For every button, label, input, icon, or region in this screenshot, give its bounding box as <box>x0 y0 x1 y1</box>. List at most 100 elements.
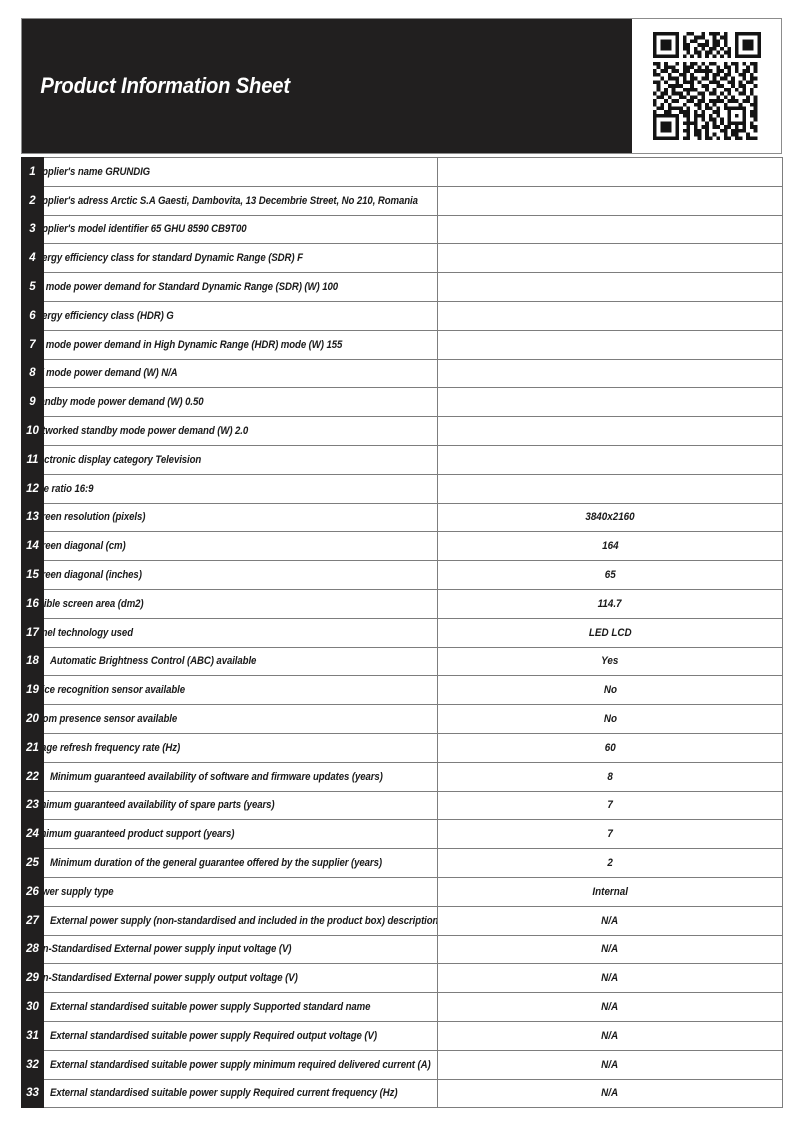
row-label-text: Supplier's name GRUNDIG <box>43 165 151 178</box>
row-value-cell: 2 <box>437 848 783 878</box>
row-label-text: Screen resolution (pixels) <box>45 511 146 524</box>
table-row: 32 External standardised suitable power s… <box>21 1049 783 1080</box>
row-label-text: Minimum guaranteed availability of softw… <box>50 770 383 783</box>
row-value-cell: 7 <box>437 790 783 821</box>
table-row: 1Supplier's name GRUNDIG <box>21 157 783 187</box>
table-row: 24 Minimum guaranteed product support (ye… <box>21 819 783 850</box>
table-row: 5 On mode power demand for Standard Dynam… <box>21 272 783 302</box>
table-row: 19 Voice recognition sensor available No <box>21 675 783 706</box>
row-value-text: 114.7 <box>598 597 622 610</box>
row-label-text: Automatic Brightness Control (ABC) avail… <box>50 655 257 668</box>
table-row: 3 Supplier's model identifier 65 GHU 8590… <box>21 214 783 245</box>
table-row: 16Visible screen area (dm2) 114.7 <box>21 588 783 619</box>
table-row: 12Size ratio 16:9 <box>21 473 783 504</box>
row-label-text: Room presence sensor available <box>43 713 178 726</box>
table-row: 11 Electronic display category Television <box>21 444 783 475</box>
row-label-text: Size ratio 16:9 <box>43 482 94 495</box>
row-label-text: Energy efficiency class for standard Dyn… <box>43 252 303 265</box>
row-label-text: External standardised suitable power sup… <box>50 1001 371 1013</box>
row-number-cell: 18 <box>21 646 44 677</box>
table-row: 26Power supply type Internal <box>21 876 783 907</box>
row-value-cell <box>437 272 783 302</box>
row-value-cell: 65 <box>437 560 783 590</box>
row-value-cell: 3840x2160 <box>437 502 783 533</box>
row-label-text: Non-Standardised External power supply i… <box>43 943 292 956</box>
row-value-cell: 60 <box>437 732 783 763</box>
row-value-cell: N/A <box>437 1020 783 1051</box>
row-value-text: 164 <box>601 540 619 553</box>
row-value-text: 7 <box>607 828 613 841</box>
row-value-text: 8 <box>607 770 613 783</box>
row-number-cell: 3 <box>21 214 44 245</box>
table-row: 18 Automatic Brightness Control (ABC) ava… <box>21 646 783 677</box>
row-label-cell: Screen diagonal (inches) <box>43 560 438 590</box>
row-value-cell: N/A <box>437 992 783 1022</box>
table-row: 27 External power supply (non-standardise… <box>21 905 783 936</box>
row-value-cell <box>437 473 783 504</box>
row-value-text: N/A <box>601 972 619 985</box>
table-row: 20 Room presence sensor available No <box>21 704 783 734</box>
row-value-cell <box>437 157 783 187</box>
row-value-cell: N/A <box>437 1049 783 1080</box>
row-value-cell <box>437 444 783 475</box>
row-label-cell: Screen diagonal (cm) <box>43 531 438 562</box>
row-value-text: N/A <box>601 1001 619 1013</box>
row-label-text: Supplier's adress Arctic S.A Gaesti, Dam… <box>43 194 418 207</box>
row-label-text: Networked standby mode power demand (W) … <box>43 425 249 438</box>
row-label-cell: External standardised suitable power sup… <box>43 992 438 1022</box>
row-value-text: 65 <box>604 569 616 582</box>
row-label-text: Electronic display category Television <box>43 453 202 466</box>
row-value-cell <box>437 300 783 331</box>
row-label-cell: Energy efficiency class for standard Dyn… <box>43 243 438 274</box>
row-label-text: On mode power demand for Standard Dynami… <box>43 281 339 294</box>
row-value-cell <box>437 214 783 245</box>
row-label-cell: Voice recognition sensor available <box>43 675 438 706</box>
row-label-text: Screen diagonal (inches) <box>45 569 142 582</box>
row-value-text: N/A <box>601 914 619 927</box>
row-label-cell: Power supply type <box>43 876 438 907</box>
row-label-cell: External standardised suitable power sup… <box>43 1078 438 1109</box>
row-value-cell <box>437 387 783 418</box>
row-value-cell: Internal <box>437 876 783 907</box>
row-label-cell: External power supply (non-standardised … <box>43 905 438 936</box>
row-value-cell: Yes <box>437 646 783 677</box>
row-value-cell: 114.7 <box>437 588 783 619</box>
header-title-bar: Product Information Sheet <box>22 19 632 153</box>
row-label-text: On mode power demand in High Dynamic Ran… <box>43 338 343 351</box>
row-number-cell: 7 <box>21 329 44 360</box>
row-number-cell: 10 <box>21 416 44 446</box>
row-label-cell: Minimum guaranteed product support (year… <box>43 819 438 850</box>
table-row: 6 Energy efficiency class (HDR) G <box>21 300 783 331</box>
row-number-cell: 19 <box>21 675 44 706</box>
row-number-cell: 8 <box>21 358 44 389</box>
row-label-text: Screen diagonal (cm) <box>45 540 126 553</box>
row-number-cell: 5 <box>21 272 44 302</box>
table-row: 28 Non-Standardised External power supply… <box>21 934 783 965</box>
row-label-text: External standardised suitable power sup… <box>50 1087 398 1100</box>
row-label-text: External standardised suitable power sup… <box>50 1029 377 1042</box>
row-value-text: No <box>603 713 617 726</box>
row-label-cell: Non-Standardised External power supply i… <box>43 934 438 965</box>
table-row: 4 Energy efficiency class for standard Dy… <box>21 243 783 274</box>
row-number-cell: 27 <box>21 905 44 936</box>
row-value-text: No <box>603 684 617 697</box>
row-label-cell: Supplier's model identifier 65 GHU 8590 … <box>43 214 438 245</box>
table-row: 14Screen diagonal (cm) 164 <box>21 531 783 562</box>
row-value-cell: LED LCD <box>437 617 783 648</box>
document-header: Product Information Sheet <box>21 18 782 154</box>
row-label-text: Visible screen area (dm2) <box>43 597 144 610</box>
row-value-text: LED LCD <box>588 626 632 639</box>
row-label-text: External standardised suitable power sup… <box>50 1058 431 1071</box>
row-label-cell: Size ratio 16:9 <box>43 473 438 504</box>
row-number-cell: 17 <box>21 617 44 648</box>
row-label-cell: External standardised suitable power sup… <box>43 1049 438 1080</box>
row-number-cell: 1 <box>21 157 44 187</box>
row-number-cell: 16 <box>21 588 44 619</box>
row-value-text: N/A <box>601 1087 619 1100</box>
row-label-cell: Screen resolution (pixels) <box>43 502 438 533</box>
table-row: 30 External standardised suitable power s… <box>21 992 783 1022</box>
row-number-cell: 21 <box>21 732 44 763</box>
row-number-cell: 14 <box>21 531 44 562</box>
row-label-text: Image refresh frequency rate (Hz) <box>43 741 181 754</box>
row-label-cell: On mode power demand in High Dynamic Ran… <box>43 329 438 360</box>
